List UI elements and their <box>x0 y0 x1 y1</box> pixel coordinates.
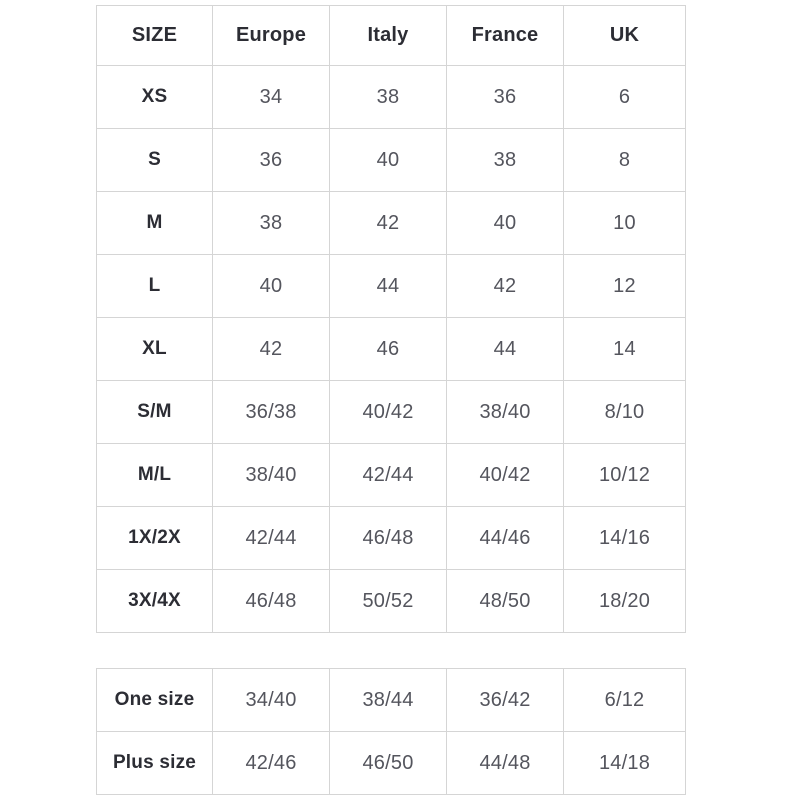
size-label-cell: 3X/4X <box>96 569 213 633</box>
table-row-1x2x: 1X/2X 42/44 46/48 44/46 14/16 <box>96 506 686 570</box>
uk-value-cell: 10/12 <box>563 443 686 507</box>
uk-value-cell: 8 <box>563 128 686 192</box>
italy-value-cell: 46/50 <box>329 731 447 795</box>
tables-container: SIZE Europe Italy France UK XS 34 38 36 … <box>96 5 686 795</box>
italy-value-cell: 40 <box>329 128 447 192</box>
uk-value-cell: 6/12 <box>563 668 686 732</box>
column-header-france: France <box>446 5 564 66</box>
france-value-cell: 38/40 <box>446 380 564 444</box>
uk-value-cell: 14/18 <box>563 731 686 795</box>
uk-value-cell: 10 <box>563 191 686 255</box>
france-value-cell: 36/42 <box>446 668 564 732</box>
special-size-table: One size 34/40 38/44 36/42 6/12 Plus siz… <box>96 668 686 795</box>
europe-value-cell: 36/38 <box>212 380 330 444</box>
france-value-cell: 48/50 <box>446 569 564 633</box>
size-label-cell: S <box>96 128 213 192</box>
table-row-xl: XL 42 46 44 14 <box>96 317 686 381</box>
table-row-s: S 36 40 38 8 <box>96 128 686 192</box>
column-header-italy: Italy <box>329 5 447 66</box>
uk-value-cell: 6 <box>563 65 686 129</box>
europe-value-cell: 34/40 <box>212 668 330 732</box>
table-row-m: M 38 42 40 10 <box>96 191 686 255</box>
size-label-cell: L <box>96 254 213 318</box>
italy-value-cell: 46/48 <box>329 506 447 570</box>
france-value-cell: 42 <box>446 254 564 318</box>
uk-value-cell: 14 <box>563 317 686 381</box>
column-header-size: SIZE <box>96 5 213 66</box>
europe-value-cell: 34 <box>212 65 330 129</box>
europe-value-cell: 38/40 <box>212 443 330 507</box>
europe-value-cell: 42/44 <box>212 506 330 570</box>
size-label-cell: S/M <box>96 380 213 444</box>
france-value-cell: 44 <box>446 317 564 381</box>
italy-value-cell: 46 <box>329 317 447 381</box>
italy-value-cell: 42/44 <box>329 443 447 507</box>
italy-value-cell: 40/42 <box>329 380 447 444</box>
europe-value-cell: 40 <box>212 254 330 318</box>
size-label-cell: 1X/2X <box>96 506 213 570</box>
europe-value-cell: 46/48 <box>212 569 330 633</box>
size-label-cell: Plus size <box>96 731 213 795</box>
column-header-uk: UK <box>563 5 686 66</box>
europe-value-cell: 42 <box>212 317 330 381</box>
italy-value-cell: 44 <box>329 254 447 318</box>
france-value-cell: 44/46 <box>446 506 564 570</box>
uk-value-cell: 18/20 <box>563 569 686 633</box>
france-value-cell: 40/42 <box>446 443 564 507</box>
size-conversion-table: SIZE Europe Italy France UK XS 34 38 36 … <box>96 5 686 633</box>
table-row-xs: XS 34 38 36 6 <box>96 65 686 129</box>
size-label-cell: XS <box>96 65 213 129</box>
size-label-cell: One size <box>96 668 213 732</box>
table-row-3x4x: 3X/4X 46/48 50/52 48/50 18/20 <box>96 569 686 633</box>
uk-value-cell: 14/16 <box>563 506 686 570</box>
france-value-cell: 40 <box>446 191 564 255</box>
europe-value-cell: 36 <box>212 128 330 192</box>
table-row-plus-size: Plus size 42/46 46/50 44/48 14/18 <box>96 731 686 795</box>
italy-value-cell: 38/44 <box>329 668 447 732</box>
size-label-cell: XL <box>96 317 213 381</box>
size-label-cell: M <box>96 191 213 255</box>
italy-value-cell: 42 <box>329 191 447 255</box>
header-row: SIZE Europe Italy France UK <box>96 5 686 66</box>
europe-value-cell: 42/46 <box>212 731 330 795</box>
france-value-cell: 38 <box>446 128 564 192</box>
table-row-one-size: One size 34/40 38/44 36/42 6/12 <box>96 668 686 732</box>
france-value-cell: 44/48 <box>446 731 564 795</box>
column-header-europe: Europe <box>212 5 330 66</box>
table-row-ml: M/L 38/40 42/44 40/42 10/12 <box>96 443 686 507</box>
italy-value-cell: 50/52 <box>329 569 447 633</box>
table-row-l: L 40 44 42 12 <box>96 254 686 318</box>
table-row-sm: S/M 36/38 40/42 38/40 8/10 <box>96 380 686 444</box>
europe-value-cell: 38 <box>212 191 330 255</box>
italy-value-cell: 38 <box>329 65 447 129</box>
uk-value-cell: 12 <box>563 254 686 318</box>
france-value-cell: 36 <box>446 65 564 129</box>
uk-value-cell: 8/10 <box>563 380 686 444</box>
size-label-cell: M/L <box>96 443 213 507</box>
